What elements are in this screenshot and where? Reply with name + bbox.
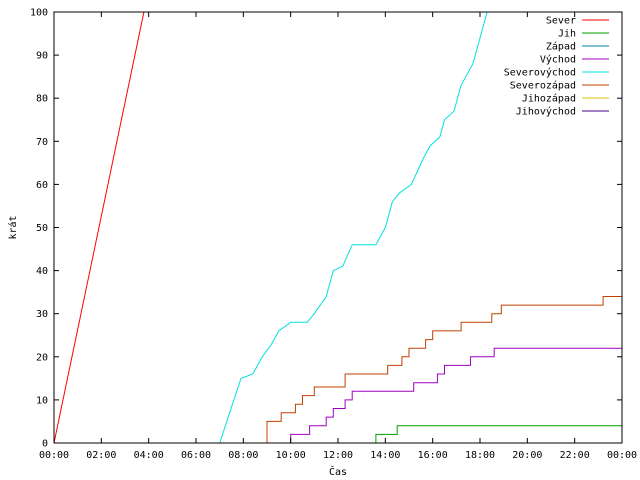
series-line (266, 296, 622, 443)
legend-label: Jihovýchod (516, 106, 576, 118)
y-tick-label: 30 (36, 309, 48, 320)
x-tick-label: 04:00 (134, 450, 164, 461)
x-tick-label: 02:00 (86, 450, 116, 461)
x-tick-label: 00:00 (39, 450, 69, 461)
y-tick-label: 20 (36, 352, 48, 363)
x-axis-title: Čas (329, 465, 347, 478)
y-tick-label: 70 (36, 137, 48, 148)
x-tick-label: 14:00 (370, 450, 400, 461)
x-tick-label: 16:00 (418, 450, 448, 461)
legend-label: Západ (546, 41, 576, 53)
x-tick-label: 08:00 (228, 450, 258, 461)
y-axis-title: krát (7, 215, 19, 239)
series-line (290, 347, 622, 443)
y-tick-label: 50 (36, 223, 48, 234)
x-tick-label: 10:00 (276, 450, 306, 461)
legend: Sever JihZápadVýchodSeverovýchodSeverozáp… (504, 16, 609, 118)
y-tick-label: 40 (36, 266, 48, 277)
tick-layer: 0 10 20 30 40 50 60 70 80 90 100 00:00 02:00 04:00 06:… (30, 8, 637, 462)
y-tick-label: 0 (42, 439, 48, 450)
y-tick-label: 60 (36, 180, 48, 191)
x-tick-label: 12:00 (323, 450, 353, 461)
series-line (54, 12, 149, 443)
x-tick-label: 20:00 (512, 450, 542, 461)
series-line (375, 425, 622, 443)
series-line (219, 12, 488, 443)
y-tick-label: 10 (36, 395, 48, 406)
x-tick-label: 22:00 (560, 450, 590, 461)
x-tick-label: 00:00 (607, 450, 637, 461)
y-tick-label: 100 (30, 8, 48, 19)
series-layer (54, 12, 622, 443)
y-tick-label: 90 (36, 51, 48, 62)
legend-label: Severovýchod (504, 67, 576, 79)
y-tick-label: 80 (36, 94, 48, 105)
x-tick-label: 06:00 (181, 450, 211, 461)
legend-label: Sever (546, 16, 576, 27)
legend-label: Severozápad (510, 80, 576, 92)
x-tick-label: 18:00 (465, 450, 495, 461)
legend-label: Jih (558, 29, 576, 40)
legend-label: Jihozápad (522, 93, 576, 105)
legend-label: Východ (540, 54, 576, 66)
